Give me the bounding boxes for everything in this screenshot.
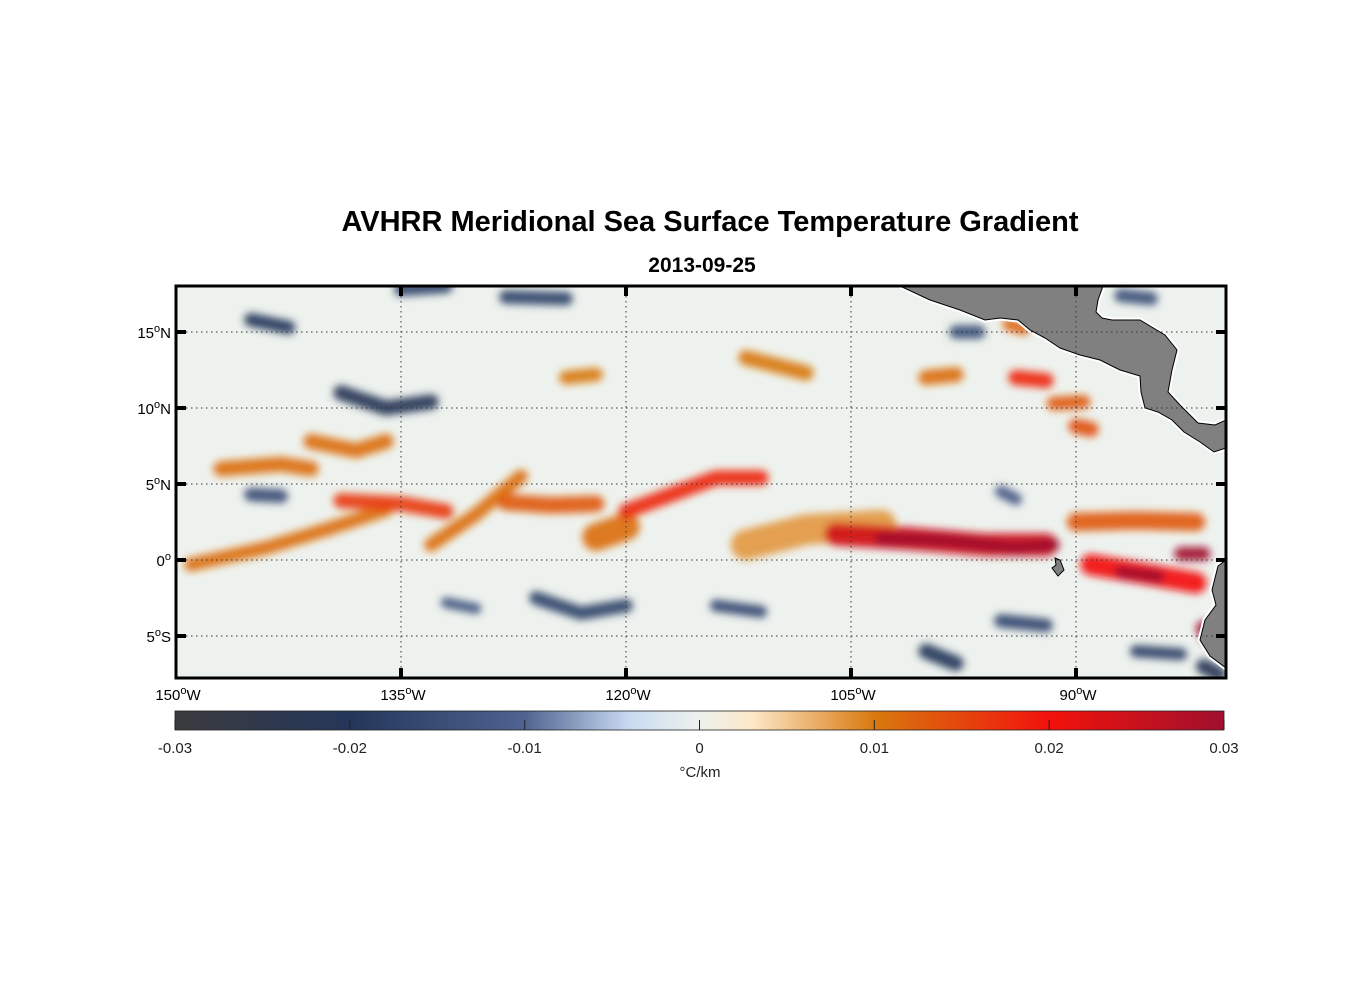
warm-front [333,493,454,519]
degree-mark: o [154,475,160,487]
colorbar-tick-label: 0 [695,740,704,757]
tick-number: 5 [146,477,154,494]
tick-number: 105 [830,687,855,704]
colorbar-tick-label: 0.02 [1034,740,1064,757]
hemisphere: S [161,629,171,646]
warm-front [303,433,394,459]
degree-mark: o [165,551,171,563]
hemisphere: W [186,687,201,704]
x-tick-label: 150oW [155,685,201,704]
gradient-field [184,286,1226,678]
cold-front [1129,645,1188,661]
degree-mark: o [405,685,411,697]
degree-mark: o [855,685,861,697]
colorbar-tick-label: -0.03 [157,740,193,757]
chart-subtitle: 2013-09-25 [648,254,756,277]
colorbar-tick-label: 0.01 [859,740,889,757]
degree-mark: o [180,685,186,697]
graticule [176,286,1226,678]
x-tick-label: 105oW [830,685,876,704]
cold-front [709,599,768,618]
degree-mark: o [154,399,160,411]
cold-front [529,591,633,621]
colorbar-tick-label: 0.03 [1209,740,1239,757]
y-tick-label: 15oN [137,323,171,342]
land-galapagos [1051,557,1065,577]
land-south-america-fill [1199,559,1226,669]
warm-front [497,493,605,514]
hemisphere: N [160,401,171,418]
cold-front [499,290,573,306]
y-tick-label: 5oN [146,475,171,494]
hemisphere: W [1082,687,1097,704]
warm-front [582,512,640,551]
y-tick-label: 0o [157,551,171,570]
colorbar-unit-label: °C/km [679,764,721,781]
land-central-america-fill [899,286,1226,453]
cold-front [994,613,1053,633]
degree-mark: o [1076,685,1082,697]
warm-front [918,367,964,386]
cold-front [244,487,288,504]
warm-front [1066,511,1206,532]
degree-mark: o [630,685,636,697]
tick-number: 15 [137,325,154,342]
y-tick-label: 10oN [137,399,171,418]
degree-mark: o [154,323,160,335]
x-tick-label: 135oW [380,685,426,704]
cold-front [1114,288,1158,306]
colorbar-tick-label: -0.01 [507,740,542,757]
warm-front [874,532,1060,554]
cold-front [918,643,964,671]
warm-front [559,367,603,385]
tick-number: 120 [605,687,630,704]
warm-front [1068,418,1099,437]
colorbar [174,710,1225,731]
warm-front [1046,395,1091,411]
warm-front [424,469,528,552]
cold-front [1195,658,1226,678]
warm-front [1114,566,1165,583]
colorbar-tick-label: -0.02 [332,740,367,757]
tick-number: 150 [155,687,180,704]
warm-front [618,470,769,519]
y-tick-label: 5oS [147,627,171,646]
hemisphere: W [636,687,651,704]
degree-mark: o [155,627,161,639]
warm-front [1008,370,1054,389]
x-tick-label: 90oW [1060,685,1098,704]
tick-number: 90 [1060,687,1077,704]
tick-number: 0 [157,553,165,570]
tick-number: 5 [147,629,155,646]
tick-number: 135 [380,687,405,704]
warm-front [213,456,319,477]
x-tick-label: 120oW [605,685,651,704]
cold-front [440,597,482,614]
land [898,286,1226,672]
warm-front [738,350,814,381]
hemisphere: N [160,325,171,342]
cold-front [244,312,296,335]
chart-title: AVHRR Meridional Sea Surface Temperature… [341,206,1079,238]
cold-front [994,485,1023,506]
hemisphere: W [411,687,426,704]
hemisphere: W [861,687,876,704]
warm-front [1002,318,1030,336]
tick-number: 10 [137,401,154,418]
hemisphere: N [160,477,171,494]
warm-front [184,502,393,572]
